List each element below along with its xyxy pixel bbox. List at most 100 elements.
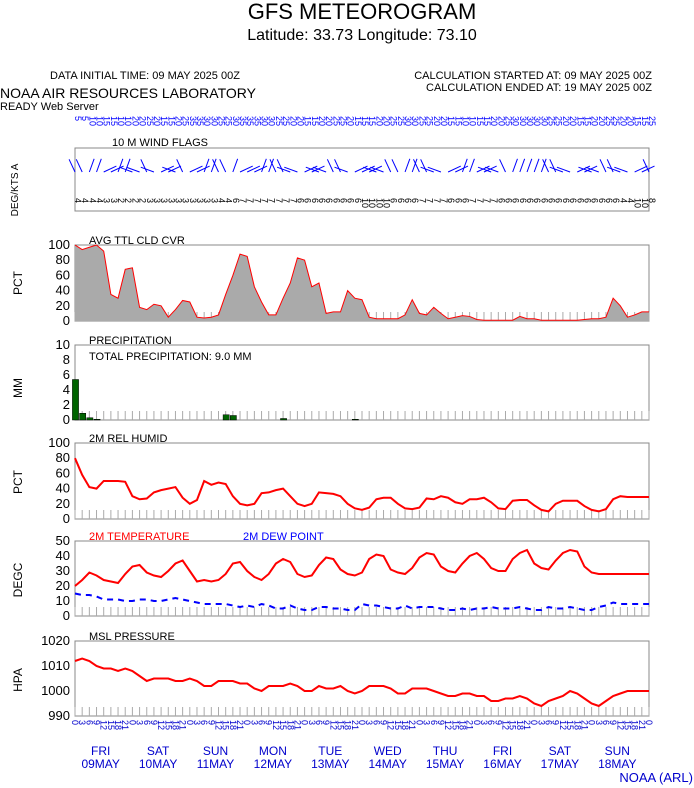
hour-label: 12	[156, 720, 166, 730]
wind-speed-label: 6	[568, 198, 578, 203]
day-label: SUN	[203, 744, 228, 758]
wind-speed-label: 10	[640, 198, 650, 208]
wind-barb	[168, 165, 182, 173]
wind-barb	[477, 166, 492, 173]
wind-barb	[203, 158, 210, 173]
wind-direction-label: 30	[403, 116, 413, 126]
hour-label: 18	[515, 720, 525, 730]
wind-barb	[212, 159, 219, 173]
hour-label: 18	[285, 720, 295, 730]
wind-direction-label: 30	[260, 116, 270, 126]
wind-direction-label: 15	[360, 116, 370, 126]
wind-direction-label: 10	[116, 116, 126, 126]
wind-speed-label: 6	[389, 198, 399, 203]
wind-direction-label: 30	[202, 116, 212, 126]
hour-label: 18	[113, 720, 123, 730]
temperature-ytick: 40	[56, 548, 70, 563]
relative-humidity-ytick: 80	[56, 450, 70, 465]
wind-barb	[533, 158, 540, 173]
wind-barb	[599, 159, 607, 173]
wind-direction-label: 15	[582, 116, 592, 126]
wind-direction-label: 25	[547, 116, 557, 126]
precipitation-ytick: 4	[63, 382, 70, 397]
date-label: 14MAY	[368, 757, 406, 771]
hour-label: 6	[199, 720, 209, 725]
wind-barb	[119, 166, 133, 173]
hour-label: 15	[393, 720, 403, 730]
wind-barb	[246, 165, 261, 173]
wind-speed-label: 6	[317, 198, 327, 203]
day-label: SAT	[549, 744, 572, 758]
hour-label: 21	[120, 720, 130, 730]
wind-speed-label: 3	[109, 198, 119, 203]
relative-humidity-ytick: 20	[56, 496, 70, 511]
hour-label: 6	[486, 720, 496, 725]
wind-barb	[634, 165, 648, 173]
wind-speed-label: 6	[410, 198, 420, 203]
cloud-cover-ylabel: PCT	[11, 270, 25, 295]
wind-speed-label: 6	[295, 198, 305, 203]
hour-label: 21	[407, 720, 417, 730]
hour-label: 15	[450, 720, 460, 730]
wind-barb	[189, 165, 203, 173]
wind-speed-label: 4	[87, 198, 97, 203]
wind-direction-label: 25	[181, 116, 191, 126]
wind-speed-label: 6	[403, 198, 413, 203]
wind-barb	[196, 165, 210, 173]
day-label: TUE	[318, 744, 342, 758]
hour-label: 21	[235, 720, 245, 730]
wind-speed-label: 6	[231, 198, 241, 203]
wind-direction-label: 25	[611, 116, 621, 126]
wind-direction-label: 30	[231, 116, 241, 126]
wind-direction-label: 35	[188, 116, 198, 126]
wind-speed-label: 7	[475, 198, 485, 203]
hour-label: 12	[328, 720, 338, 730]
wind-barb	[413, 159, 420, 173]
wind-speed-label: 2	[138, 198, 148, 203]
wind-direction-label: 30	[267, 116, 277, 126]
wind-speed-label: 2	[123, 198, 133, 203]
hour-label: 6	[84, 720, 94, 725]
wind-barb	[469, 158, 475, 173]
wind-barb	[585, 166, 599, 173]
wind-barb	[232, 158, 239, 173]
cloud-cover-ytick: 60	[56, 267, 70, 282]
wind-barb	[140, 159, 148, 173]
wind-speed-label: 3	[188, 198, 198, 203]
hour-label: 3	[307, 720, 317, 725]
wind-speed-label: 7	[245, 198, 255, 203]
wind-direction-label: 20	[130, 116, 140, 126]
date-label: 16MAY	[483, 757, 521, 771]
wind-barb	[117, 158, 124, 173]
wind-barb	[269, 159, 277, 173]
wind-direction-label: 20	[489, 116, 499, 126]
day-label: SAT	[147, 744, 170, 758]
wind-speed-label: 6	[496, 198, 506, 203]
precipitation-ytick: 0	[63, 412, 70, 427]
hour-label: 12	[214, 720, 224, 730]
precipitation-ytick: 2	[63, 397, 70, 412]
wind-direction-label: 15	[159, 116, 169, 126]
day-label: WED	[374, 744, 402, 758]
relative-humidity-ylabel: PCT	[11, 469, 25, 494]
wind-direction-label: 20	[346, 116, 356, 126]
wind-speed-label: 6	[346, 198, 356, 203]
wind-direction-label: 10	[87, 116, 97, 126]
wind-speed-label: 7	[439, 198, 449, 203]
precipitation-ylabel: MM	[11, 378, 25, 398]
wind-barb	[176, 159, 184, 173]
precipitation-bar	[79, 413, 87, 421]
wind-barb	[363, 166, 377, 173]
wind-speed-label: 6	[547, 198, 557, 203]
wind-direction-label: 15	[310, 116, 320, 126]
wind-speed-label: 6	[525, 198, 535, 203]
calculation-ended: CALCULATION ENDED AT: 19 MAY 2025 00Z	[426, 82, 652, 94]
wind-direction-label: 15	[446, 116, 456, 126]
wind-direction-label: 20	[597, 116, 607, 126]
hour-label: 15	[221, 720, 231, 730]
wind-barb	[526, 158, 533, 173]
hour-label: 6	[142, 720, 152, 725]
pressure-ylabel: HPA	[11, 668, 25, 692]
relative-humidity-ytick: 0	[63, 511, 70, 526]
wind-barb	[540, 158, 547, 173]
